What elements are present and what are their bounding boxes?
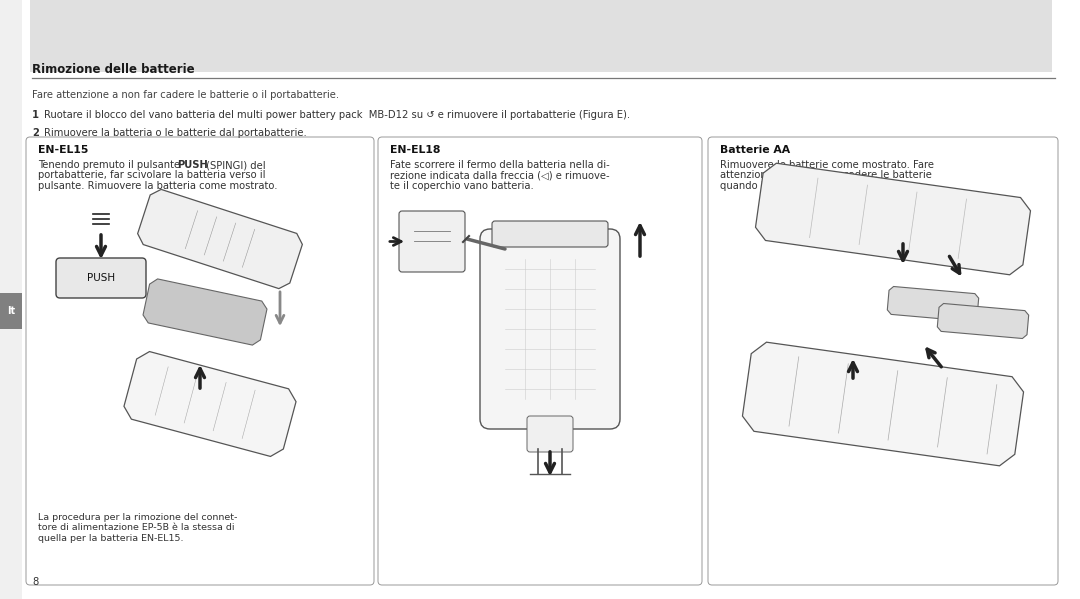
Text: tore di alimentazione EP-5B è la stessa di: tore di alimentazione EP-5B è la stessa …	[38, 524, 234, 533]
Polygon shape	[888, 286, 978, 322]
FancyBboxPatch shape	[527, 416, 573, 452]
Polygon shape	[742, 342, 1024, 466]
Text: quella per la batteria EN-EL15.: quella per la batteria EN-EL15.	[38, 534, 184, 543]
FancyBboxPatch shape	[480, 229, 620, 429]
Text: Fate scorrere il fermo della batteria nella di-: Fate scorrere il fermo della batteria ne…	[390, 160, 610, 170]
Text: Ruotare il blocco del vano batteria del multi power battery pack  MB-D12 su ↺ e : Ruotare il blocco del vano batteria del …	[44, 110, 630, 120]
Text: EN-EL18: EN-EL18	[390, 145, 441, 155]
Polygon shape	[937, 304, 1028, 338]
FancyBboxPatch shape	[26, 137, 374, 585]
FancyBboxPatch shape	[399, 211, 465, 272]
Text: Tenendo premuto il pulsante: Tenendo premuto il pulsante	[38, 160, 184, 170]
Text: Fare attenzione a non far cadere le batterie o il portabatterie.: Fare attenzione a non far cadere le batt…	[32, 90, 339, 100]
Bar	[30, 0, 1052, 72]
Text: Rimuovere le batterie come mostrato. Fare: Rimuovere le batterie come mostrato. Far…	[720, 160, 934, 170]
Text: pulsante. Rimuovere la batteria come mostrato.: pulsante. Rimuovere la batteria come mos…	[38, 181, 278, 191]
Text: (SPINGI) del: (SPINGI) del	[203, 160, 266, 170]
Text: quando le si rimuove dal portabatterie.: quando le si rimuove dal portabatterie.	[720, 181, 916, 191]
Text: Rimuovere la batteria o le batterie dal portabatterie.: Rimuovere la batteria o le batterie dal …	[44, 128, 307, 138]
Text: PUSH: PUSH	[177, 160, 207, 170]
Polygon shape	[756, 163, 1030, 275]
FancyBboxPatch shape	[492, 221, 608, 247]
FancyBboxPatch shape	[56, 258, 146, 298]
Bar	[0, 293, 22, 329]
Polygon shape	[143, 279, 267, 345]
Text: Batterie AA: Batterie AA	[720, 145, 791, 155]
Text: te il coperchio vano batteria.: te il coperchio vano batteria.	[390, 181, 534, 191]
Text: 2: 2	[32, 128, 39, 138]
FancyBboxPatch shape	[378, 137, 702, 585]
Text: 1: 1	[32, 110, 39, 120]
Bar	[0, 0, 22, 599]
Text: La procedura per la rimozione del connet-: La procedura per la rimozione del connet…	[38, 513, 238, 522]
Text: PUSH: PUSH	[86, 273, 116, 283]
Text: Rimozione delle batterie: Rimozione delle batterie	[32, 63, 194, 76]
Text: It: It	[6, 306, 15, 316]
Text: 8: 8	[32, 577, 38, 587]
Polygon shape	[137, 189, 302, 289]
Text: EN-EL15: EN-EL15	[38, 145, 89, 155]
FancyBboxPatch shape	[708, 137, 1058, 585]
Polygon shape	[124, 352, 296, 456]
Text: attenzione a non lasciar cadere le batterie: attenzione a non lasciar cadere le batte…	[720, 171, 932, 180]
Text: rezione indicata dalla freccia (◁) e rimuove-: rezione indicata dalla freccia (◁) e rim…	[390, 171, 609, 180]
Text: portabatterie, far scivolare la batteria verso il: portabatterie, far scivolare la batteria…	[38, 171, 266, 180]
